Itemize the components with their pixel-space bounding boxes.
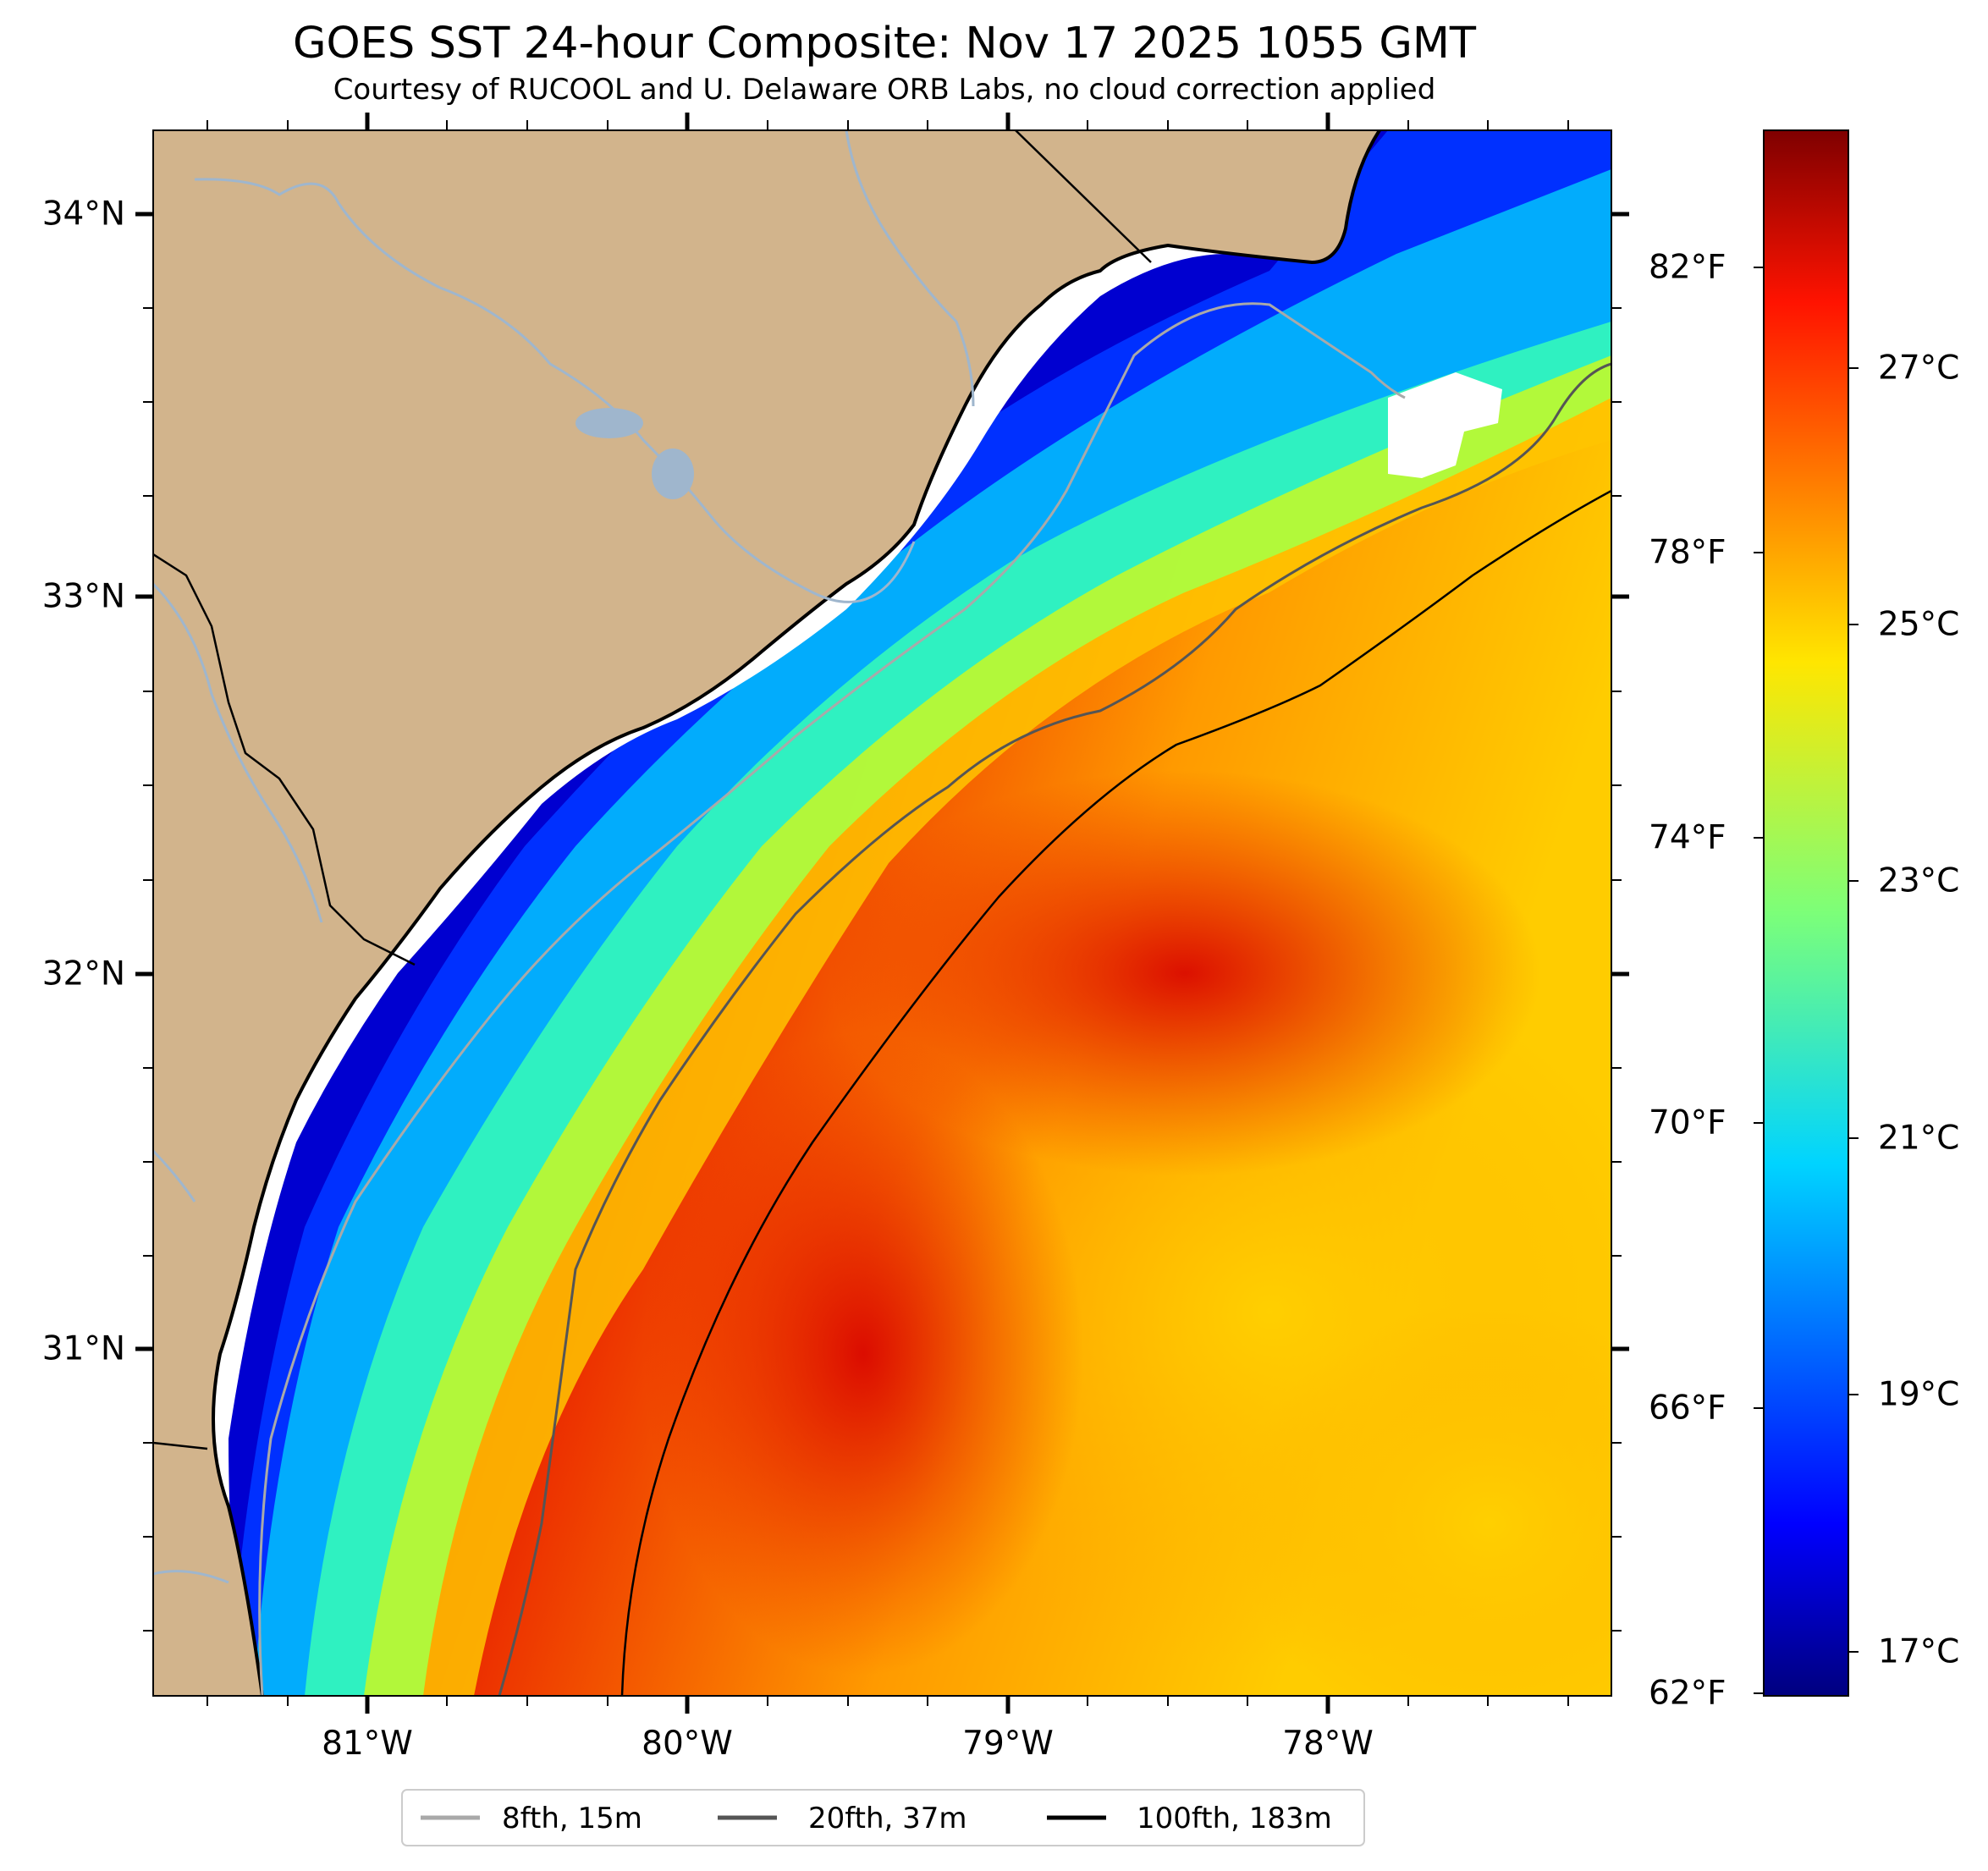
river-pee-dee (194, 178, 916, 603)
figure-title: GOES SST 24-hour Composite: Nov 17 2025 … (292, 19, 1477, 69)
state-boundary-ga-fl (153, 1441, 208, 1450)
map-area (153, 130, 1611, 1696)
lon-label-79: 79°W (962, 1725, 1054, 1763)
latitude-minor-ticks (143, 307, 1622, 1632)
lat-label-34: 34°N (41, 195, 125, 234)
gulf-stream-core (829, 770, 1540, 1176)
lat-label-33: 33°N (41, 577, 125, 616)
gulf-stream-core-south (643, 1032, 1083, 1676)
colorbar-celsius-ticks (1848, 367, 1859, 1653)
colorbar-label-23c: 23°C (1878, 861, 1960, 900)
cloud-gap (1388, 372, 1502, 478)
colorbar-label-21c: 21°C (1878, 1119, 1960, 1158)
colorbar-label-19c: 19°C (1878, 1375, 1960, 1414)
lat-label-31: 31°N (41, 1329, 125, 1368)
state-boundary-nc-sc (1015, 130, 1152, 263)
colorbar-label-70f: 70°F (1649, 1103, 1726, 1142)
lake-moultrie (652, 448, 694, 499)
colorbar-label-74f: 74°F (1649, 818, 1726, 857)
legend-label-20fth: 20fth, 37m (808, 1802, 967, 1835)
colorbar-label-17c: 17°C (1878, 1632, 1960, 1671)
isobath-8fth (258, 302, 1406, 1696)
river-savannah (153, 582, 323, 923)
river-waccamaw (845, 130, 975, 407)
river-altamaha (153, 1149, 196, 1202)
lake-marion (575, 408, 643, 438)
land-mass (153, 130, 1379, 1696)
isobath-legend: 8fth, 15m 20fth, 37m 100fth, 183m (401, 1789, 1365, 1846)
legend-label-100fth: 100fth, 183m (1137, 1802, 1332, 1835)
colorbar-label-78f: 78°F (1649, 533, 1726, 572)
warm-eddy-yellow-south (1236, 1303, 1611, 1696)
latitude-major-ticks (135, 212, 1629, 1351)
isobath-20fth (498, 362, 1611, 1696)
colorbar-label-66f: 66°F (1649, 1389, 1726, 1428)
lon-label-81: 81°W (322, 1725, 413, 1763)
legend-label-8fth: 8fth, 15m (502, 1802, 642, 1835)
colorbar-label-27c: 27°C (1878, 349, 1960, 388)
lat-label-32: 32°N (41, 955, 125, 993)
colorbar-fahrenheit-ticks (1754, 267, 1764, 1694)
longitude-minor-ticks (207, 120, 1569, 1706)
colorbar-label-82f: 82°F (1649, 248, 1726, 287)
figure-subtitle: Courtesy of RUCOOL and U. Delaware ORB L… (333, 73, 1436, 107)
colorbar-label-62f: 62°F (1649, 1674, 1726, 1713)
coastline (212, 130, 1381, 1696)
lon-label-78: 78°W (1282, 1725, 1374, 1763)
isobath-100fth (620, 489, 1611, 1696)
colorbar (1763, 129, 1849, 1697)
legend-box (401, 1789, 1365, 1846)
colorbar-label-25c: 25°C (1878, 605, 1960, 644)
lon-label-80: 80°W (642, 1725, 733, 1763)
state-boundary-sc-ga (153, 553, 416, 966)
river-st-marys (153, 1570, 229, 1584)
longitude-major-ticks (365, 113, 1330, 1714)
map-border (152, 129, 1612, 1697)
